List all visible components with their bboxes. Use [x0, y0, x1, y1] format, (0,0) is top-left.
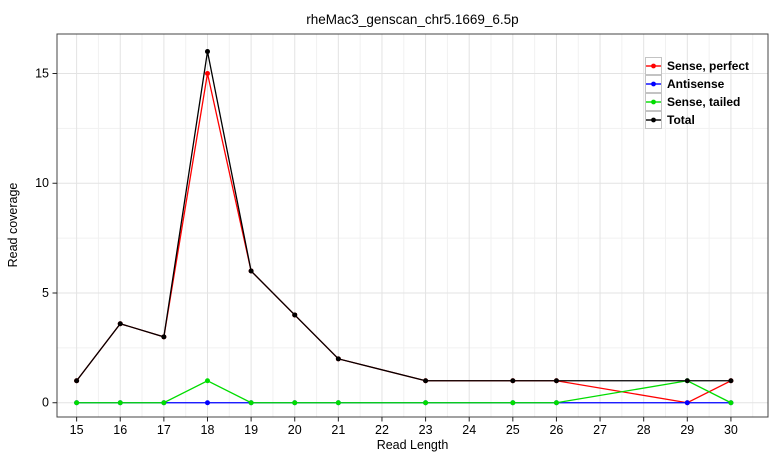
legend-key-icon [645, 92, 662, 111]
data-point-total [728, 378, 734, 384]
y-tick-label: 15 [35, 67, 49, 81]
x-tick-label: 28 [637, 423, 651, 437]
x-tick-label: 17 [157, 423, 171, 437]
x-tick-label: 19 [244, 423, 258, 437]
legend-item: Antisense [645, 74, 749, 93]
x-axis-label: Read Length [376, 438, 449, 452]
data-point-total [204, 49, 210, 55]
legend-label: Sense, perfect [667, 59, 750, 73]
x-tick-label: 18 [201, 423, 215, 437]
series-line-total [76, 51, 731, 382]
legend-label: Antisense [667, 77, 725, 91]
data-point-total [684, 378, 690, 384]
legend-key-icon [645, 110, 662, 129]
data-point-total [74, 378, 80, 384]
data-point-total [161, 334, 167, 340]
y-tick-label: 0 [42, 396, 49, 410]
x-tick-label: 15 [70, 423, 84, 437]
chart-title: rheMac3_genscan_chr5.1669_6.5p [306, 12, 519, 27]
legend-item: Sense, perfect [645, 56, 750, 75]
legend-item: Sense, tailed [645, 92, 749, 111]
data-point-sense-perfect [204, 71, 210, 77]
data-point-total [292, 312, 298, 318]
data-point-sense-tailed [728, 400, 734, 406]
x-tick-label: 20 [288, 423, 302, 437]
y-axis-label: Read coverage [6, 182, 20, 268]
data-point-sense-tailed [292, 400, 298, 406]
data-point-total [117, 321, 123, 327]
data-point-total [335, 356, 341, 362]
x-tick-label: 22 [375, 423, 389, 437]
x-tick-label: 16 [113, 423, 127, 437]
x-tick-label: 24 [462, 423, 476, 437]
data-point-sense-tailed [74, 400, 80, 406]
x-tick-label: 26 [549, 423, 563, 437]
data-point-total [510, 378, 516, 384]
x-tick-label: 29 [680, 423, 694, 437]
data-point-sense-tailed [248, 400, 254, 406]
data-point-sense-tailed [204, 378, 210, 384]
data-point-antisense [204, 400, 210, 406]
x-tick-label: 25 [506, 423, 520, 437]
x-tick-label: 30 [724, 423, 738, 437]
series-line-sense-tailed [76, 380, 732, 404]
legend-label: Sense, tailed [667, 95, 741, 109]
data-point-sense-tailed [161, 400, 167, 406]
data-point-total [423, 378, 429, 384]
data-point-sense-tailed [510, 400, 516, 406]
legend-item: Total [645, 110, 749, 129]
data-point-sense-tailed [335, 400, 341, 406]
legend: Sense, perfect Antisense Sense, tailed Tota… [645, 56, 750, 129]
legend-key-icon [645, 74, 662, 93]
legend-key-icon [645, 56, 662, 75]
x-tick-label: 27 [593, 423, 607, 437]
x-tick-label: 21 [331, 423, 345, 437]
data-point-total [553, 378, 559, 384]
panel-border [56, 33, 769, 418]
y-tick-label: 5 [42, 286, 49, 300]
data-point-total [248, 268, 254, 274]
data-point-sense-tailed [423, 400, 429, 406]
legend-label: Total [667, 113, 695, 127]
x-tick-label: 23 [419, 423, 433, 437]
data-point-sense-tailed [553, 400, 559, 406]
y-tick-label: 10 [35, 176, 49, 190]
data-point-antisense [684, 400, 690, 406]
data-point-sense-tailed [117, 400, 123, 406]
